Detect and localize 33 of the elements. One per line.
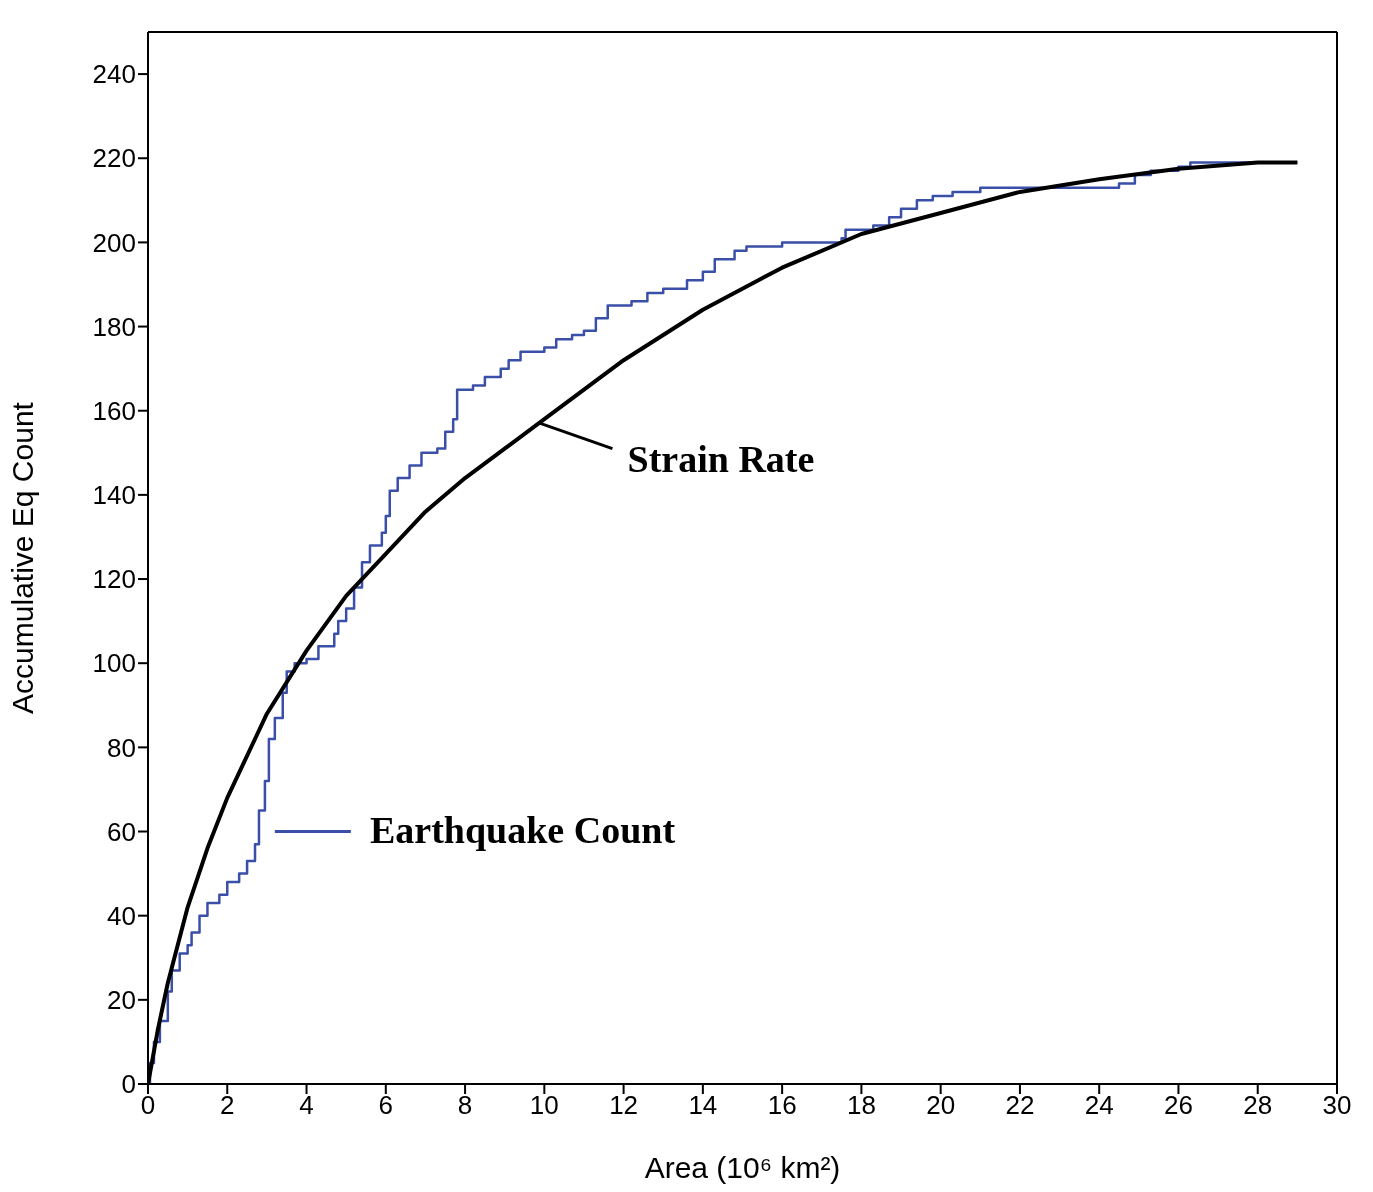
legend-label: Strain Rate: [627, 438, 815, 481]
y-tick-label: 60: [107, 816, 136, 847]
y-tick-label: 0: [121, 1069, 136, 1100]
x-tick-label: 8: [457, 1090, 473, 1121]
y-tick-label: 100: [92, 648, 136, 679]
y-tick-label: 180: [92, 311, 136, 342]
x-tick-label: 16: [767, 1090, 797, 1121]
y-tick-label: 20: [107, 985, 136, 1016]
x-tick-label: 20: [926, 1090, 956, 1121]
y-tick-label: 40: [107, 900, 136, 931]
y-tick-label: 160: [92, 395, 136, 426]
y-axis-title: Accumulative Eq Count: [5, 401, 39, 714]
x-tick-label: 12: [609, 1090, 639, 1121]
y-tick-label: 240: [92, 59, 136, 90]
x-tick-label: 2: [220, 1090, 235, 1121]
y-tick-label: 80: [107, 732, 136, 763]
y-tick-label: 200: [92, 227, 136, 258]
x-tick-label: 26: [1164, 1090, 1193, 1121]
y-tick-label: 120: [92, 564, 136, 595]
x-tick-label: 24: [1084, 1090, 1114, 1121]
x-tick-label: 28: [1243, 1090, 1273, 1121]
y-tick-label: 220: [92, 143, 136, 174]
legend-label: Earthquake Count: [369, 808, 676, 851]
x-tick-label: 22: [1005, 1090, 1035, 1121]
x-tick-label: 0: [140, 1090, 156, 1121]
x-tick-label: 30: [1322, 1090, 1352, 1121]
x-axis-title: Area (10⁶ km²): [644, 1151, 841, 1184]
y-tick-label: 140: [92, 480, 136, 511]
x-tick-label: 6: [378, 1090, 394, 1121]
x-tick-label: 4: [299, 1090, 314, 1121]
x-tick-label: 18: [846, 1090, 876, 1121]
x-tick-label: 14: [688, 1090, 718, 1121]
x-tick-label: 10: [529, 1090, 559, 1121]
